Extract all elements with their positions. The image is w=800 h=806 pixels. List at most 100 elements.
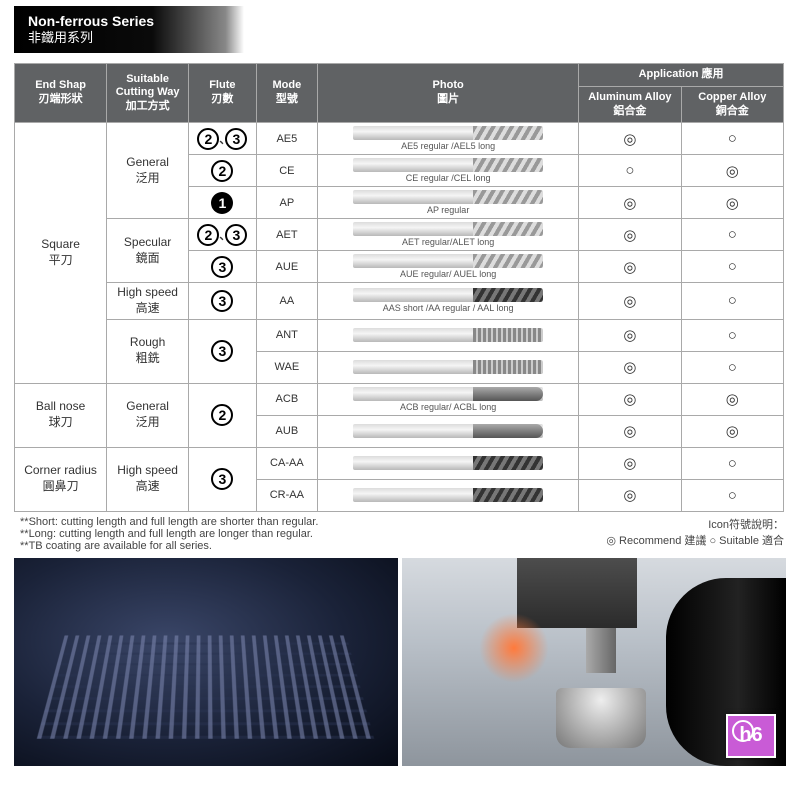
endmill-icon <box>353 158 543 172</box>
photo-caption: AET regular/ALET long <box>322 237 574 247</box>
cut-general: General泛用 <box>107 383 189 447</box>
spindle-icon <box>586 628 616 673</box>
mode-cell: AET <box>256 219 317 251</box>
endmill-icon <box>353 288 543 302</box>
photo-cell <box>318 415 579 447</box>
th-mode: Mode 型號 <box>256 64 317 123</box>
series-title-en: Non-ferrous Series <box>28 12 230 30</box>
footnote-line: TB coating are available for all series. <box>20 540 318 552</box>
table-row: High speed高速 3 AA AAS short /AA regular … <box>15 283 784 319</box>
footnotes: Short: cutting length and full length ar… <box>20 516 784 552</box>
footnotes-left: Short: cutting length and full length ar… <box>20 516 318 552</box>
app-copper: ○ <box>681 123 783 155</box>
cut-specular: Specular鏡面 <box>107 219 189 283</box>
app-copper: ○ <box>681 251 783 283</box>
photo-cell: AP regular <box>318 187 579 219</box>
th-aluminum: Aluminum Alloy 鋁合金 <box>579 86 681 123</box>
shape-ballnose: Ball nose球刀 <box>15 383 107 447</box>
mode-cell: ANT <box>256 319 317 351</box>
app-copper: ○ <box>681 319 783 351</box>
cut-general: General泛用 <box>107 123 189 219</box>
app-aluminum: ◎ <box>579 283 681 319</box>
app-aluminum: ◎ <box>579 415 681 447</box>
mode-cell: AP <box>256 187 317 219</box>
app-copper: ◎ <box>681 383 783 415</box>
mode-cell: CR-AA <box>256 479 317 511</box>
photo-inspection: h6 <box>402 558 786 766</box>
endmill-icon <box>353 254 543 268</box>
icon-legend-title: Icon符號說明： <box>606 516 784 532</box>
series-title: Non-ferrous Series 非鐵用系列 <box>14 6 244 53</box>
th-copper: Copper Alloy 銅合金 <box>681 86 783 123</box>
flute-cell: 2、3 <box>189 219 257 251</box>
cut-highspeed: High speed高速 <box>107 283 189 319</box>
app-aluminum: ◎ <box>579 251 681 283</box>
th-flute: Flute 刃數 <box>189 64 257 123</box>
table-body: Square平刀 General泛用 2、3 AE5 AE5 regular /… <box>15 123 784 511</box>
workpiece-icon <box>556 688 646 748</box>
icon-legend-line: ◎ Recommend 建議 ○ Suitable 適合 <box>606 532 784 548</box>
app-aluminum: ◎ <box>579 123 681 155</box>
catalog-table: End Shap 刃端形狀 Suitable Cutting Way 加工方式 … <box>14 63 784 511</box>
endmill-icon <box>353 328 543 342</box>
photo-manufacturing <box>14 558 398 766</box>
footnote-line: Short: cutting length and full length ar… <box>20 516 318 528</box>
table-row: Rough粗銑 3 ANT ◎ ○ <box>15 319 784 351</box>
app-aluminum: ◎ <box>579 187 681 219</box>
footnote-line: Long: cutting length and full length are… <box>20 528 318 540</box>
photo-caption: AUE regular/ AUEL long <box>322 269 574 279</box>
photo-cell: AAS short /AA regular / AAL long <box>318 283 579 319</box>
flute-cell: 3 <box>189 283 257 319</box>
endmill-icon <box>353 360 543 374</box>
mode-cell: CE <box>256 155 317 187</box>
flute-cell: 2 <box>189 383 257 447</box>
mode-cell: ACB <box>256 383 317 415</box>
photo-caption: CE regular /CEL long <box>322 173 574 183</box>
table-row: Corner radius圓鼻刀 High speed高速 3 CA-AA ◎ … <box>15 447 784 479</box>
mode-cell: WAE <box>256 351 317 383</box>
flute-cell: 3 <box>189 447 257 511</box>
photo-cell <box>318 319 579 351</box>
shape-corner: Corner radius圓鼻刀 <box>15 447 107 511</box>
app-copper: ◎ <box>681 187 783 219</box>
app-copper: ○ <box>681 283 783 319</box>
app-aluminum: ◎ <box>579 351 681 383</box>
th-application: Application 應用 <box>579 64 784 87</box>
photo-cell: AUE regular/ AUEL long <box>318 251 579 283</box>
photo-caption: AAS short /AA regular / AAL long <box>322 303 574 313</box>
drill-bits-icon <box>37 635 374 738</box>
photo-caption: ACB regular/ ACBL long <box>322 402 574 412</box>
endmill-icon <box>353 456 543 470</box>
shape-square: Square平刀 <box>15 123 107 383</box>
photo-cell: AET regular/ALET long <box>318 219 579 251</box>
photo-cell: CE regular /CEL long <box>318 155 579 187</box>
app-copper: ◎ <box>681 415 783 447</box>
app-aluminum: ◎ <box>579 383 681 415</box>
table-row: Square平刀 General泛用 2、3 AE5 AE5 regular /… <box>15 123 784 155</box>
cut-highspeed: High speed高速 <box>107 447 189 511</box>
app-copper: ◎ <box>681 155 783 187</box>
app-aluminum: ◎ <box>579 447 681 479</box>
flute-cell: 3 <box>189 319 257 383</box>
table-row: Ball nose球刀 General泛用 2 ACB ACB regular/… <box>15 383 784 415</box>
app-copper: ○ <box>681 479 783 511</box>
app-aluminum: ◎ <box>579 319 681 351</box>
photo-strip: h6 <box>14 558 786 766</box>
footnotes-right: Icon符號說明： ◎ Recommend 建議 ○ Suitable 適合 <box>606 516 784 552</box>
h6-badge: h6 <box>726 714 776 758</box>
endmill-icon <box>353 488 543 502</box>
endmill-icon <box>353 387 543 401</box>
endmill-icon <box>353 190 543 204</box>
app-copper: ○ <box>681 351 783 383</box>
th-photo: Photo 圖片 <box>318 64 579 123</box>
photo-cell: ACB regular/ ACBL long <box>318 383 579 415</box>
endmill-icon <box>353 222 543 236</box>
table-row: Specular鏡面 2、3 AET AET regular/ALET long… <box>15 219 784 251</box>
mode-cell: AUB <box>256 415 317 447</box>
th-cutting-way: Suitable Cutting Way 加工方式 <box>107 64 189 123</box>
endmill-icon <box>353 126 543 140</box>
flute-cell: 2 <box>189 155 257 187</box>
catalog-page: Non-ferrous Series 非鐵用系列 End Shap 刃端形狀 S… <box>0 6 800 766</box>
photo-cell: AE5 regular /AEL5 long <box>318 123 579 155</box>
table-head: End Shap 刃端形狀 Suitable Cutting Way 加工方式 … <box>15 64 784 123</box>
